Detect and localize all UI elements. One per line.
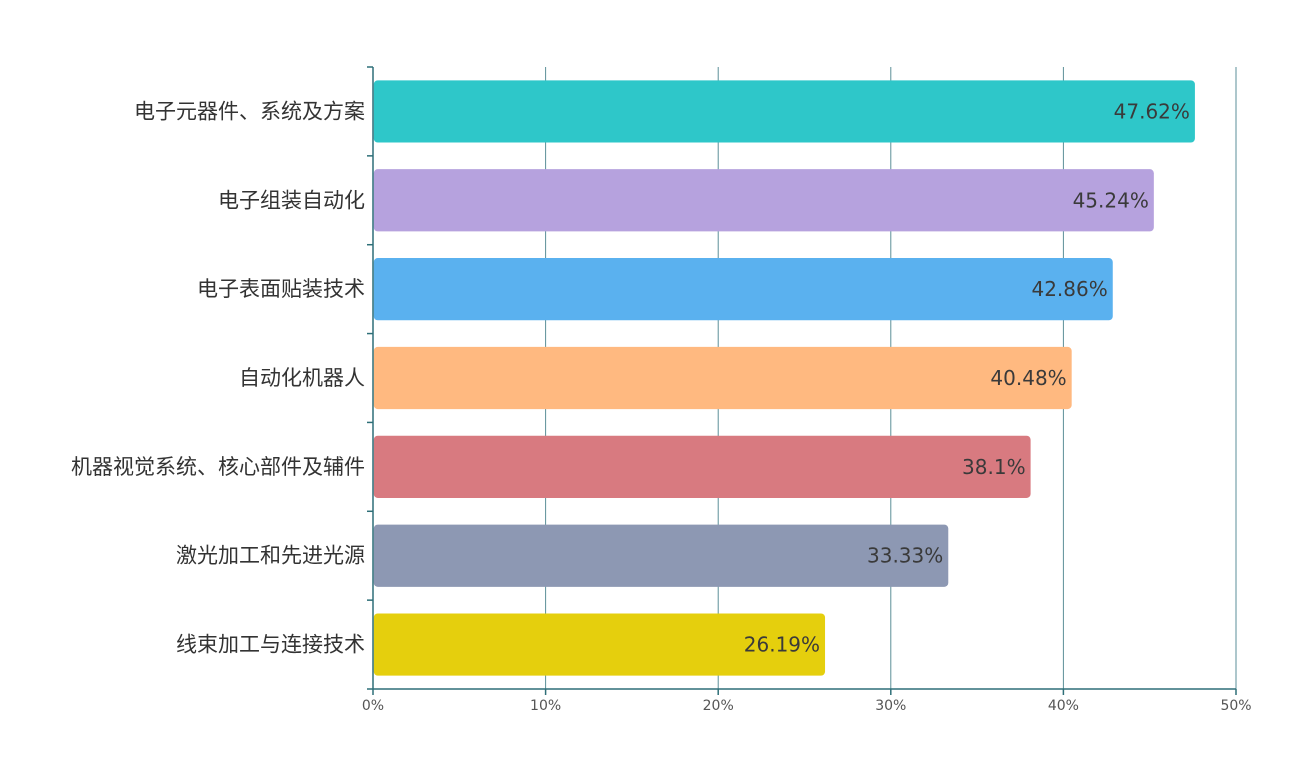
bar — [373, 258, 1113, 321]
x-tick-label: 0% — [362, 698, 384, 714]
labels: 0% 10% 20% 30% 40% 50% 电子元器件、系统及方案 47.62% 电子组装自动… — [71, 99, 1252, 714]
bar — [373, 524, 949, 587]
value-label: 42.86% — [1031, 277, 1107, 301]
x-tick-label: 10% — [530, 698, 561, 714]
category-label: 自动化机器人 — [239, 366, 365, 390]
value-label: 33.33% — [867, 544, 943, 568]
category-label: 电子表面贴装技术 — [197, 277, 365, 301]
bar — [373, 346, 1072, 410]
category-label: 电子组装自动化 — [218, 188, 365, 212]
category-label: 机器视觉系统、核心部件及辅件 — [71, 455, 365, 479]
x-tick-label: 50% — [1220, 698, 1251, 714]
bars — [373, 80, 1195, 676]
value-label: 26.19% — [744, 633, 820, 657]
bar — [373, 169, 1154, 232]
bar — [373, 80, 1195, 143]
value-label: 38.1% — [962, 455, 1026, 479]
bar — [373, 613, 826, 676]
value-label: 45.24% — [1073, 188, 1149, 212]
x-tick-label: 30% — [875, 698, 906, 714]
category-label: 线束加工与连接技术 — [176, 633, 365, 657]
value-label: 40.48% — [990, 366, 1066, 390]
value-label: 47.62% — [1114, 99, 1190, 123]
x-tick-label: 40% — [1048, 698, 1079, 714]
category-label: 电子元器件、系统及方案 — [134, 99, 365, 123]
x-tick-label: 20% — [703, 698, 734, 714]
bar — [373, 435, 1031, 498]
axes — [367, 66, 1237, 695]
category-label: 激光加工和先进光源 — [176, 544, 365, 568]
